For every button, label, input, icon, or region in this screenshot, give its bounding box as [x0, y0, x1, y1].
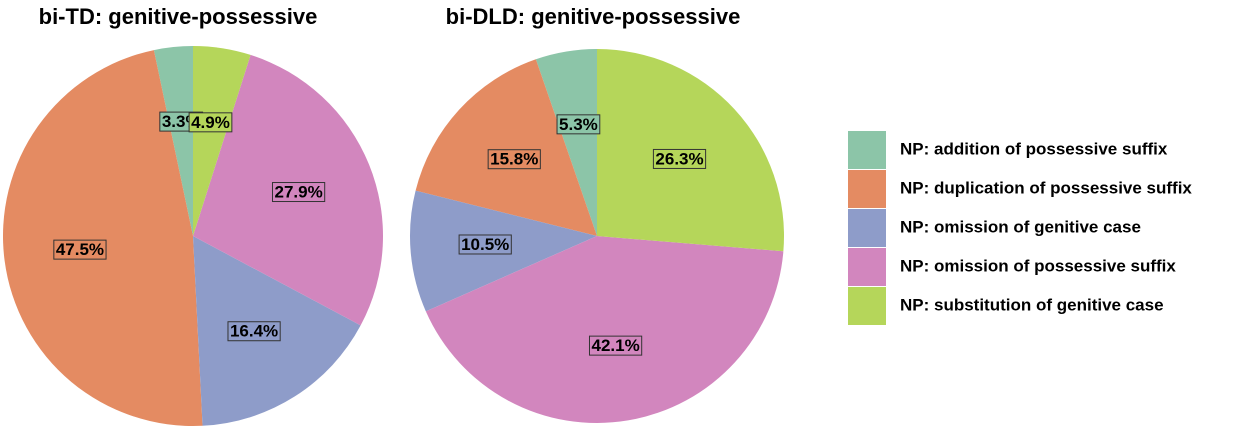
data-label-box	[588, 335, 643, 356]
data-label: 42.1%	[591, 336, 639, 355]
pie-slice	[2, 50, 203, 426]
data-label: 26.3%	[655, 149, 703, 168]
pie-slice	[415, 59, 597, 236]
data-label: 15.8%	[490, 150, 538, 169]
data-label-box	[652, 148, 707, 169]
pie-slice	[425, 236, 784, 423]
legend-swatch	[848, 287, 886, 325]
pies	[2, 46, 784, 426]
legend-label: NP: substitution of genitive case	[900, 295, 1164, 314]
data-label: 47.5%	[56, 240, 104, 259]
legend-label: NP: omission of genitive case	[900, 217, 1141, 236]
pie-slice	[535, 49, 597, 236]
data-label: 27.9%	[274, 183, 322, 202]
legend-label: NP: omission of possessive suffix	[900, 256, 1176, 275]
data-label: 4.9%	[191, 113, 230, 132]
legend-swatch	[848, 170, 886, 208]
data-label: 10.5%	[461, 235, 509, 254]
legend-label: NP: addition of possessive suffix	[900, 139, 1168, 158]
legend: NP: addition of possessive suffix NP: dup…	[848, 131, 1192, 325]
chart-title: bi-DLD: genitive-possessive	[446, 4, 741, 29]
data-label-box	[556, 114, 601, 135]
data-label-box	[188, 112, 233, 133]
data-label-box	[227, 321, 281, 342]
pie-slice	[153, 46, 193, 236]
data-label: 5.3%	[559, 115, 598, 134]
legend-swatch	[848, 248, 886, 286]
chart-title: bi-TD: genitive-possessive	[39, 4, 318, 29]
legend-label: NP: duplication of possessive suffix	[900, 178, 1192, 197]
legend-swatch	[848, 209, 886, 247]
data-label-box	[458, 234, 512, 255]
legend-swatch	[848, 131, 886, 169]
data-label-box	[53, 239, 107, 260]
pie-slice	[193, 46, 251, 236]
data-label-box	[271, 182, 326, 203]
data-label: 16.4%	[230, 322, 278, 341]
data-label-box	[487, 149, 541, 170]
labels: bi-TD: genitive-possessive3.3%47.5%16.4%…	[39, 4, 741, 356]
